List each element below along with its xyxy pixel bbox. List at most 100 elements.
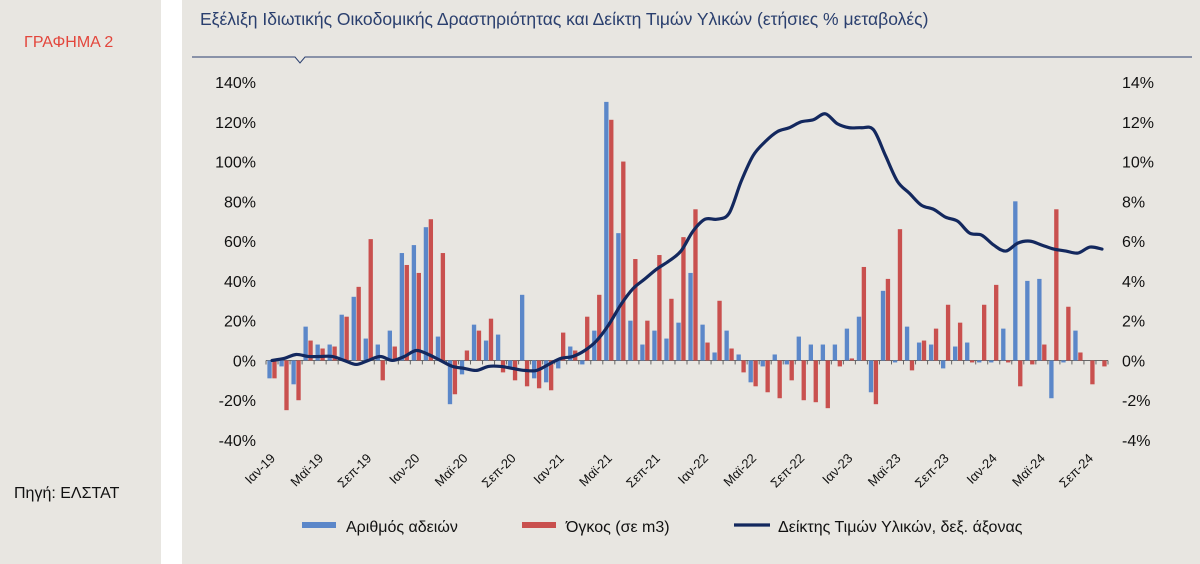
bar-permits — [820, 344, 826, 361]
bar-permits — [748, 360, 753, 383]
y2-tick-label: 14% — [1122, 75, 1154, 92]
bar-permits — [303, 326, 308, 361]
bar-volume — [464, 350, 470, 361]
bar-volume — [272, 360, 277, 379]
bar-permits — [363, 338, 368, 361]
bar-permits — [399, 253, 405, 361]
bar-volume — [428, 219, 434, 361]
bar-volume — [669, 298, 674, 361]
bar-volume — [645, 320, 650, 361]
bar-permits — [1001, 328, 1006, 361]
bar-volume — [873, 360, 879, 405]
bar-permits — [375, 344, 380, 361]
bar-permits — [1025, 280, 1030, 361]
bar-permits — [616, 233, 621, 361]
bar-permits — [519, 294, 525, 361]
bar-volume — [308, 340, 313, 361]
bar-permits — [784, 360, 789, 365]
bar-volume — [609, 119, 614, 361]
y-tick-label: 20% — [224, 314, 256, 331]
bar-permits — [953, 346, 958, 361]
bar-volume — [320, 348, 325, 361]
bar-volume — [813, 360, 818, 403]
bar-permits — [652, 330, 657, 361]
bar-permits — [724, 330, 729, 361]
y-tick-label: 120% — [215, 115, 256, 132]
bar-volume — [957, 322, 963, 361]
bar-permits — [471, 324, 477, 361]
x-tick-label: Ιαν-22 — [675, 451, 711, 487]
bar-volume — [392, 346, 397, 361]
bar-permits — [736, 354, 741, 361]
bar-volume — [897, 229, 903, 361]
bar-volume — [945, 304, 951, 361]
bar-permits — [435, 336, 441, 361]
x-tick-label: Μαϊ-22 — [720, 451, 759, 490]
bar-volume — [909, 360, 915, 371]
bar-volume — [681, 237, 686, 361]
bar-permits — [568, 346, 573, 361]
y2-tick-label: 0% — [1122, 353, 1145, 370]
bar-permits — [844, 328, 850, 361]
bar-permits — [892, 360, 898, 363]
bar-permits — [760, 360, 765, 367]
y-tick-label: 40% — [224, 274, 256, 291]
bar-volume — [982, 304, 987, 361]
y-tick-label: 100% — [215, 155, 256, 172]
y-tick-label: 80% — [224, 194, 256, 211]
bar-volume — [440, 253, 446, 361]
y2-tick-label: 10% — [1122, 155, 1154, 172]
bar-permits — [977, 360, 982, 363]
bar-volume — [825, 360, 830, 409]
bar-volume — [476, 330, 482, 361]
bar-permits — [315, 344, 320, 361]
bar-permits — [1061, 360, 1066, 363]
bar-volume — [789, 360, 794, 381]
x-tick-label: Ιαν-20 — [386, 451, 422, 487]
bar-volume — [488, 318, 494, 361]
bar-permits — [1073, 330, 1078, 361]
bar-volume — [1006, 360, 1011, 363]
bar-permits — [447, 360, 453, 405]
bar-permits — [483, 340, 489, 361]
x-tick-label: Ιαν-23 — [819, 451, 855, 487]
bar-permits — [351, 296, 356, 361]
bar-volume — [1030, 360, 1035, 365]
bar-volume — [765, 360, 770, 393]
x-tick-label: Μαϊ-23 — [865, 451, 904, 490]
title-underline — [192, 56, 1192, 64]
bar-volume — [368, 239, 373, 361]
bar-volume — [657, 255, 662, 361]
bar-volume — [416, 272, 421, 361]
gutter — [161, 0, 182, 564]
bar-volume — [380, 360, 385, 381]
bar-volume — [597, 294, 602, 361]
source-note: Πηγή: ΕΛΣΤΑΤ — [14, 485, 120, 502]
chart-title: Εξέλιξη Ιδιωτικής Οικοδομικής Δραστηριότ… — [200, 9, 929, 29]
bar-permits — [808, 344, 813, 361]
bar-permits — [411, 245, 417, 361]
x-tick-label: Ιαν-24 — [963, 451, 999, 487]
bar-permits — [868, 360, 874, 393]
bar-volume — [1054, 209, 1059, 361]
bar-volume — [284, 360, 289, 411]
bar-volume — [753, 360, 758, 387]
x-tick-label: Μαϊ-20 — [432, 451, 471, 490]
bar-permits — [856, 316, 862, 361]
x-tick-label: Σεπ-23 — [912, 451, 952, 491]
bar-permits — [387, 330, 392, 361]
bar-permits — [580, 360, 585, 365]
bar-volume — [561, 332, 566, 361]
y-tick-label: 60% — [224, 234, 256, 251]
bar-permits — [628, 320, 633, 361]
bar-permits — [965, 342, 970, 361]
y2-tick-label: 8% — [1122, 194, 1145, 211]
bar-permits — [544, 360, 549, 383]
bar-permits — [916, 342, 922, 361]
bar-permits — [495, 334, 501, 361]
x-tick-label: Ιαν-21 — [530, 451, 566, 487]
bar-volume — [777, 360, 782, 399]
x-tick-label: Σεπ-21 — [623, 451, 663, 491]
x-tick-label: Ιαν-19 — [242, 451, 278, 487]
bar-permits — [989, 360, 994, 363]
